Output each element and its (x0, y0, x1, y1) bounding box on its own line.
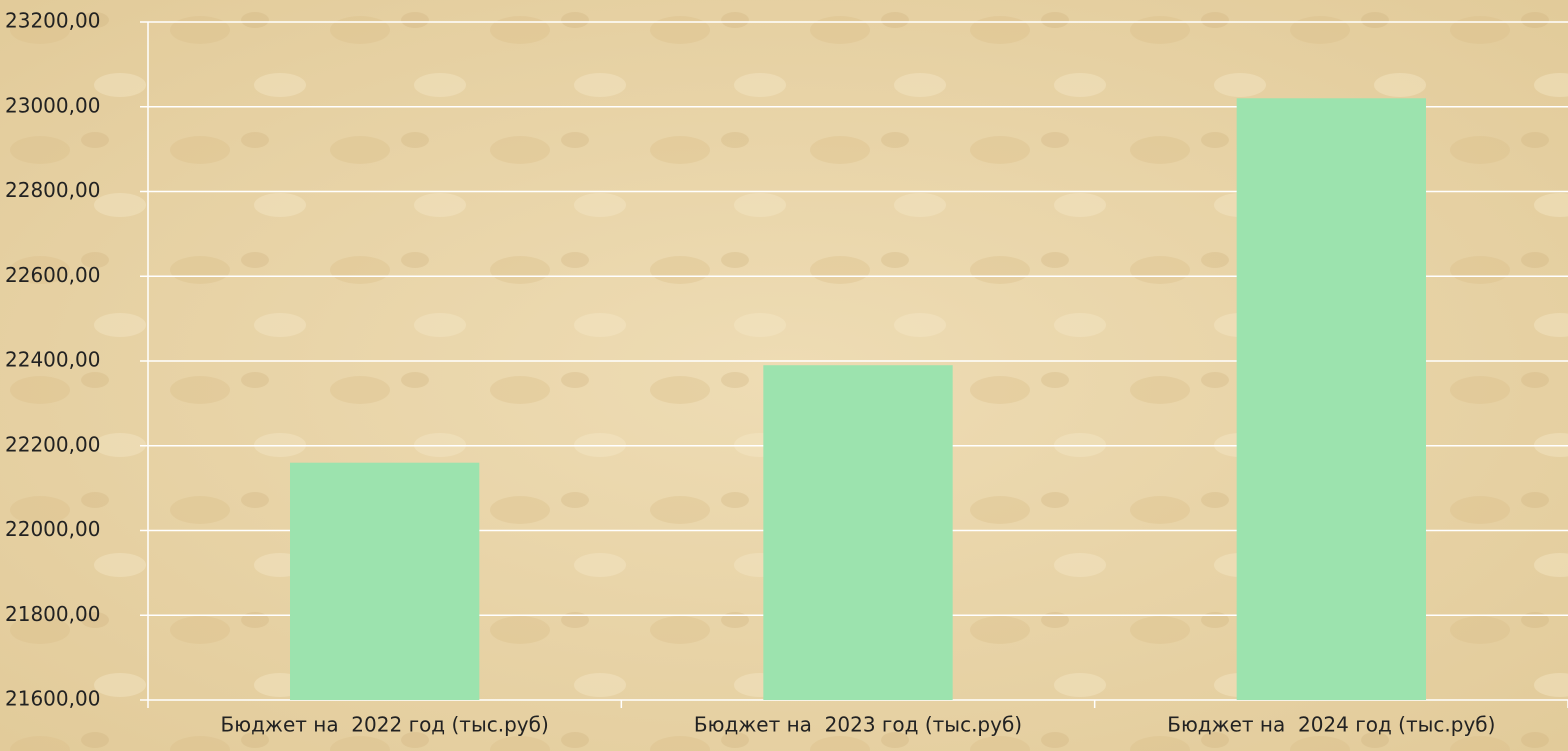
bar (290, 462, 480, 700)
x-tick-label: Бюджет на 2022 год (тыс.руб) (221, 713, 549, 737)
y-tick-label: 22800,00 (5, 178, 100, 202)
y-tick-label: 23000,00 (5, 93, 100, 117)
y-tick-label: 22000,00 (5, 517, 100, 541)
x-tick-label: Бюджет на 2023 год (тыс.руб) (694, 713, 1022, 737)
y-tick-label: 21800,00 (5, 602, 100, 626)
y-tick-label: 21600,00 (5, 687, 100, 711)
bar (763, 365, 953, 700)
y-tick-label: 22600,00 (5, 263, 100, 287)
x-tick-label: Бюджет на 2024 год (тыс.руб) (1167, 713, 1495, 737)
y-tick-label: 22200,00 (5, 432, 100, 456)
y-tick-label: 22400,00 (5, 348, 100, 372)
y-tick-label: 23200,00 (5, 9, 100, 33)
bar (1236, 98, 1426, 700)
